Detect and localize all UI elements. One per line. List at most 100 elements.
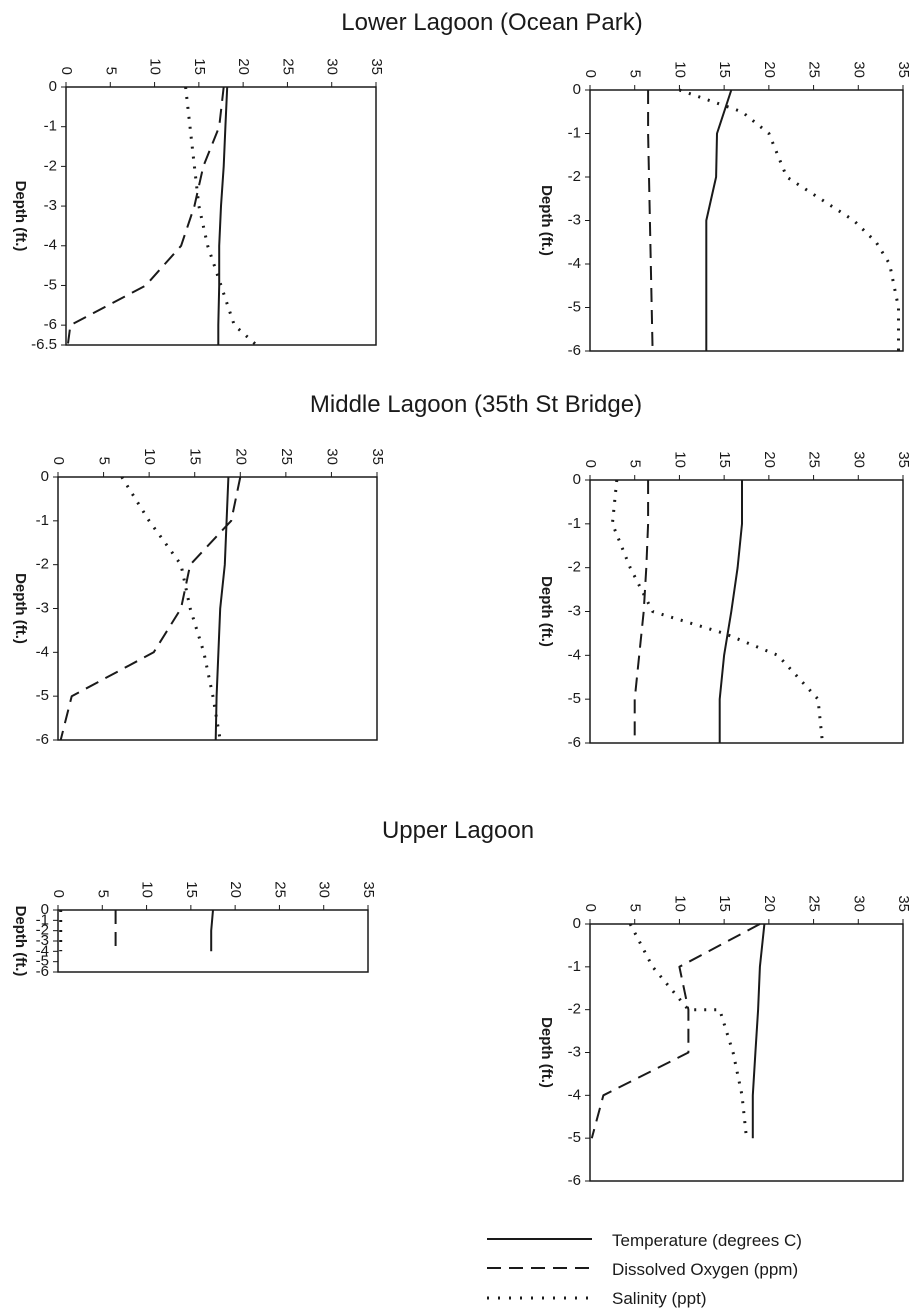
y-tick-label: -5 [568, 1129, 581, 1146]
y-tick-label: -1 [36, 512, 49, 529]
y-tick-label: -4 [568, 255, 581, 272]
x-tick-label: 5 [627, 70, 644, 78]
chart-3: 0 5 10 15 20 25 30 35 0 -1 -2 -3 -4 -5 -6 Depth (ft.) [12, 448, 386, 748]
y-tick-label: -3 [568, 602, 581, 619]
x-tick-label: 30 [316, 881, 333, 898]
series-line-temperature [217, 86, 229, 345]
section-title-middle: Middle Lagoon (35th St Bridge) [310, 391, 642, 418]
y-tick-label: -2 [36, 556, 49, 573]
y-tick-label: -2 [568, 559, 581, 576]
series-line-temperature [214, 476, 230, 741]
series-line-oxygen [647, 90, 654, 352]
chart-1: 0 5 10 15 20 25 30 35 0 -1 -2 -3 -4 -5 -6 -6.5 Depth (ft… [12, 58, 385, 353]
y-tick-label: -6 [36, 963, 49, 980]
x-tick-label: 5 [102, 67, 119, 75]
y-tick-label: 0 [573, 81, 581, 98]
series-line-salinity [184, 86, 258, 347]
chart-6: 0 5 10 15 20 25 30 35 0 -1 -2 -3 -4 -5 -6 Depth (ft.) [538, 895, 912, 1189]
y-axis-label: Depth (ft.) [538, 1017, 555, 1088]
x-tick-label: 10 [671, 451, 688, 468]
x-tick-label: 20 [761, 451, 778, 468]
x-tick-label: 0 [582, 70, 599, 78]
plot-area-frame [65, 86, 377, 346]
x-tick-label: 0 [58, 67, 75, 75]
series-line-temperature [210, 909, 214, 952]
y-tick-label: -3 [44, 197, 57, 214]
series-line-oxygen [59, 476, 242, 741]
y-tick-label: -4 [568, 646, 581, 663]
y-tick-label: -6 [44, 316, 57, 333]
x-tick-label: 35 [369, 448, 386, 465]
series-line-oxygen [633, 480, 650, 743]
y-tick-label: -5 [36, 953, 49, 970]
y-tick-label: -6.5 [31, 336, 57, 353]
x-tick-label: 30 [323, 448, 340, 465]
x-tick-label: 5 [627, 460, 644, 468]
series-line-temperature [751, 923, 766, 1139]
x-tick-label: 20 [761, 895, 778, 912]
x-tick-label: 20 [761, 61, 778, 78]
y-axis-label: Depth (ft.) [538, 576, 555, 647]
x-tick-label: 25 [806, 61, 823, 78]
legend-label-salinity: Salinity (ppt) [612, 1289, 706, 1308]
y-tick-label: -3 [36, 932, 49, 949]
y-tick-label: -1 [568, 958, 581, 975]
legend-label-temperature: Temperature (degrees C) [612, 1231, 802, 1250]
plot-area-frame [589, 479, 904, 744]
y-tick-label: -2 [44, 157, 57, 174]
legend-label-oxygen: Dissolved Oxygen (ppm) [612, 1260, 798, 1279]
y-tick-label: 0 [41, 901, 49, 918]
y-axis-label: Depth (ft.) [12, 573, 29, 644]
x-tick-label: 25 [806, 895, 823, 912]
series-line-salinity [610, 479, 824, 744]
y-tick-label: -6 [568, 1172, 581, 1189]
y-tick-label: -1 [568, 124, 581, 141]
x-tick-label: 15 [716, 895, 733, 912]
x-tick-label: 35 [895, 895, 912, 912]
plot-area-frame [589, 923, 904, 1182]
y-tick-label: -5 [36, 687, 49, 704]
x-tick-label: 0 [50, 890, 67, 898]
y-tick-label: -3 [568, 1043, 581, 1060]
x-tick-label: 10 [671, 61, 688, 78]
series-line-temperature [718, 480, 743, 743]
y-tick-label: 0 [41, 468, 49, 485]
x-tick-label: 30 [850, 61, 867, 78]
series-line-oxygen [66, 86, 225, 346]
x-tick-label: 15 [183, 881, 200, 898]
y-tick-label: -1 [36, 911, 49, 928]
x-tick-label: 35 [360, 881, 377, 898]
y-axis-label: Depth (ft.) [12, 181, 29, 252]
x-tick-label: 35 [895, 61, 912, 78]
y-tick-label: -3 [568, 211, 581, 228]
x-tick-label: 30 [850, 895, 867, 912]
y-tick-label: -1 [44, 118, 57, 135]
x-tick-label: 30 [324, 58, 341, 75]
x-tick-label: 35 [895, 451, 912, 468]
x-tick-label: 5 [627, 904, 644, 912]
y-tick-label: -2 [568, 168, 581, 185]
x-tick-label: 0 [50, 457, 67, 465]
chart-4: 0 5 10 15 20 25 30 35 0 -1 -2 -3 -4 -5 -6 Depth (ft.) [538, 451, 912, 751]
y-tick-label: 0 [573, 915, 581, 932]
x-tick-label: 5 [94, 890, 111, 898]
x-tick-label: 10 [147, 58, 164, 75]
x-tick-label: 25 [278, 448, 295, 465]
y-tick-label: -6 [568, 734, 581, 751]
x-tick-label: 10 [671, 895, 688, 912]
x-tick-label: 20 [227, 881, 244, 898]
y-tick-label: -4 [568, 1086, 581, 1103]
x-tick-label: 20 [235, 58, 252, 75]
y-tick-label: -4 [44, 237, 57, 254]
x-tick-label: 35 [368, 58, 385, 75]
y-axis-label: Depth (ft.) [538, 185, 555, 256]
y-tick-label: -6 [568, 342, 581, 359]
y-tick-label: -3 [36, 599, 49, 616]
series-line-oxygen [590, 923, 761, 1139]
x-tick-label: 15 [191, 58, 208, 75]
x-tick-label: 5 [96, 457, 113, 465]
x-tick-label: 25 [279, 58, 296, 75]
